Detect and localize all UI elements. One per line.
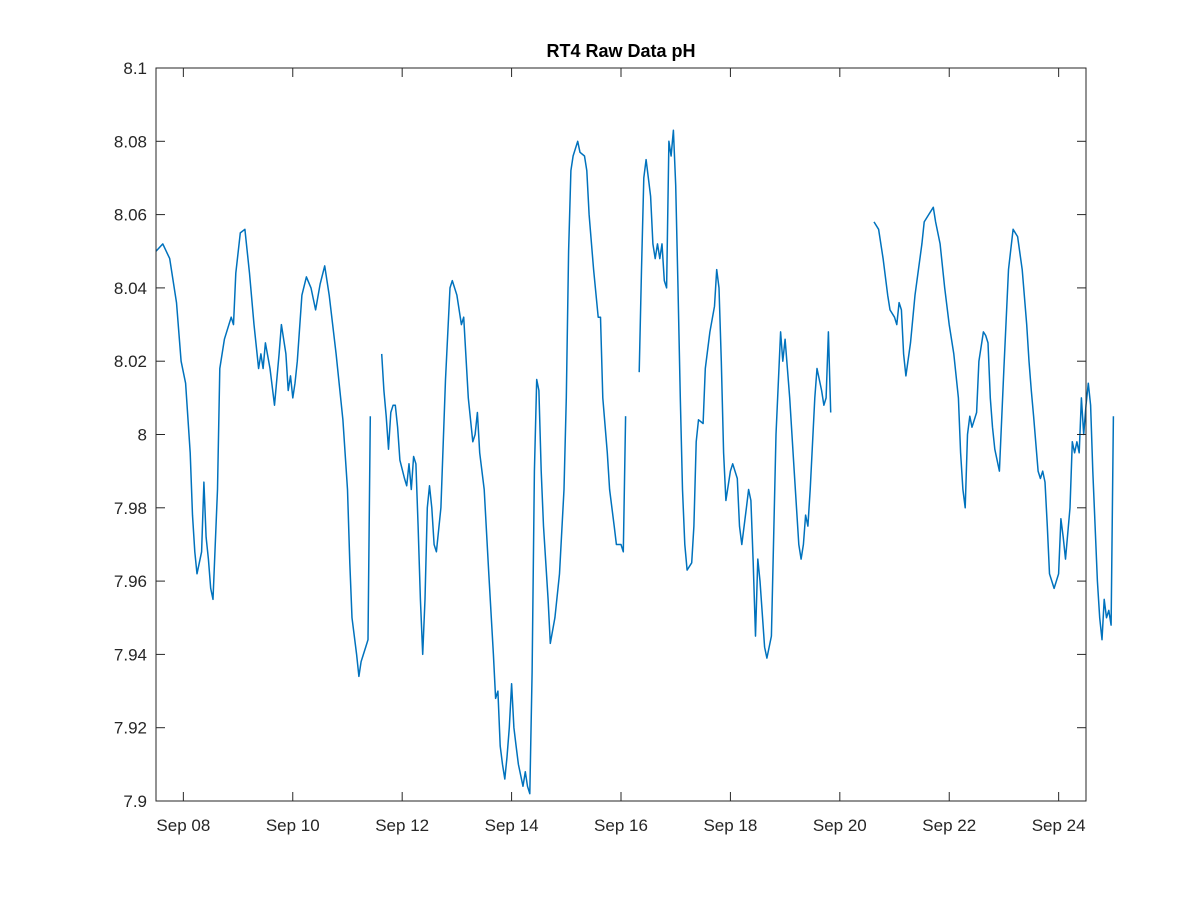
x-tick-label: Sep 22 xyxy=(922,816,976,835)
y-tick-label: 7.98 xyxy=(114,499,147,518)
x-tick-label: Sep 10 xyxy=(266,816,320,835)
series-line-segment-3 xyxy=(638,129,832,659)
x-tick-label: Sep 14 xyxy=(485,816,539,835)
y-tick-label: 8 xyxy=(138,426,147,445)
y-tick-label: 8.06 xyxy=(114,206,147,225)
x-tick-label: Sep 20 xyxy=(813,816,867,835)
y-tick-label: 8.1 xyxy=(123,59,147,78)
x-axis-ticks: Sep 08 Sep 10 Sep 12 Sep 14 Sep 16 Sep 18 Sep … xyxy=(156,68,1086,835)
y-tick-label: 8.08 xyxy=(114,132,147,151)
y-tick-label: 8.04 xyxy=(114,279,147,298)
x-tick-label: Sep 12 xyxy=(375,816,429,835)
x-tick-label: Sep 24 xyxy=(1032,816,1086,835)
series-line-segment-1 xyxy=(155,228,372,678)
chart-title: RT4 Raw Data pH xyxy=(546,41,695,61)
y-tick-label: 7.9 xyxy=(123,792,147,811)
y-axis-ticks: 7.9 7.92 7.94 7.96 7.98 8 8.02 8.04 8.06 8.08 8.1 xyxy=(114,59,1086,811)
x-tick-label: Sep 18 xyxy=(703,816,757,835)
series-line-layer xyxy=(155,129,1115,795)
plot-area xyxy=(156,68,1086,801)
y-tick-label: 7.94 xyxy=(114,645,147,664)
y-tick-label: 8.02 xyxy=(114,352,147,371)
series-line-segment-4 xyxy=(873,206,1115,641)
series-line-segment-2 xyxy=(380,140,627,795)
y-tick-label: 7.96 xyxy=(114,572,147,591)
x-tick-label: Sep 16 xyxy=(594,816,648,835)
x-tick-label: Sep 08 xyxy=(156,816,210,835)
y-tick-label: 7.92 xyxy=(114,719,147,738)
